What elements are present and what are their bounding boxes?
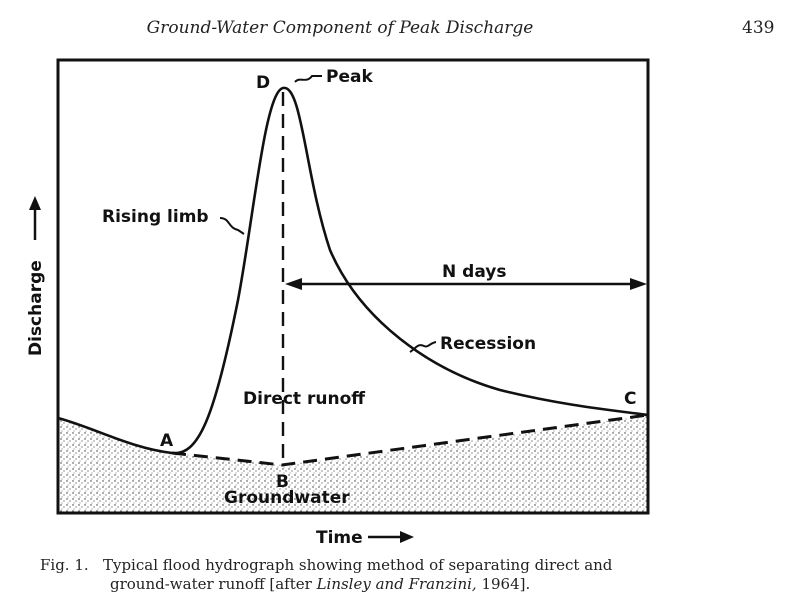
baseflow-separation-line: [171, 413, 649, 467]
point-c-label: C: [624, 389, 636, 409]
hydrograph-curve: [57, 86, 649, 455]
x-axis-arrow-head: [400, 531, 414, 543]
direct-runoff-label: Direct runoff: [243, 389, 365, 409]
peak-label: Peak: [326, 67, 373, 87]
y-axis-arrow-head: [29, 196, 41, 210]
groundwater-label: Groundwater: [224, 488, 350, 508]
page-header-title: Ground-Water Component of Peak Discharge: [146, 18, 534, 38]
x-axis-label: Time: [316, 528, 363, 548]
peak-leader: [294, 75, 322, 83]
caption-prefix: Fig. 1.: [40, 556, 89, 574]
caption-line2-start: ground-water runoff [after: [110, 575, 317, 593]
groundwater-region: [58, 415, 648, 513]
point-b-label: B: [276, 472, 289, 492]
rising-limb-label: Rising limb: [102, 207, 209, 227]
caption-line1: Typical flood hydrograph showing method …: [102, 556, 613, 574]
rising-limb-leader: [219, 217, 245, 235]
y-axis-label: Discharge: [26, 260, 46, 356]
figure-caption: Fig. 1. Typical flood hydrograph showing…: [40, 556, 780, 594]
caption-citation: Linsley and Franzini,: [316, 575, 477, 593]
n-days-arrow-left-head: [285, 278, 302, 290]
recession-label: Recession: [440, 334, 536, 354]
point-d-label: D: [256, 73, 270, 93]
recession-leader: [409, 341, 437, 353]
caption-line2-end: 1964].: [476, 575, 531, 593]
page-number: 439: [742, 18, 775, 38]
n-days-arrow-right-head: [630, 278, 647, 290]
point-a-label: A: [160, 431, 174, 451]
plot-frame: [56, 58, 650, 515]
n-days-label: N days: [442, 262, 506, 282]
